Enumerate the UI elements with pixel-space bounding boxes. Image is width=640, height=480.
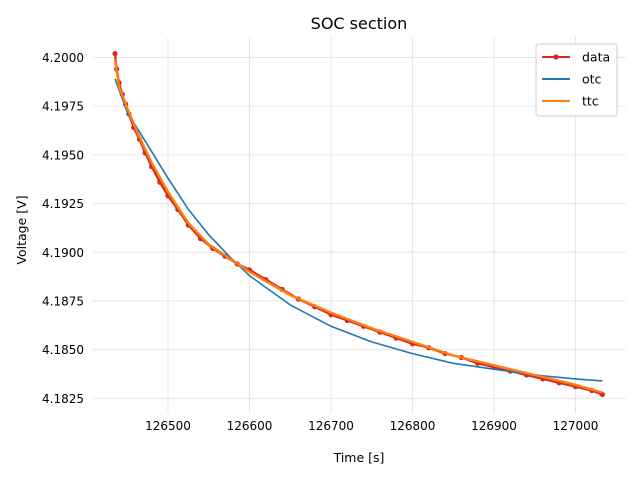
- series-ttc-line: [113, 59, 603, 394]
- x-tick-label: 126600: [227, 419, 273, 433]
- legend: data otc ttc: [535, 43, 618, 117]
- x-axis-label: Time [s]: [333, 450, 385, 465]
- x-tick-label: 126800: [390, 419, 436, 433]
- series-data-point: [112, 50, 118, 57]
- x-tick-label: 126700: [308, 419, 354, 433]
- axes: 126500 126600 126700 126800 126900 127000 4.18…: [42, 51, 598, 433]
- x-tick-label: 126900: [471, 419, 517, 433]
- chart-title: SOC section: [311, 14, 408, 33]
- y-tick-label: 4.1925: [42, 197, 84, 211]
- y-tick-label: 4.1850: [42, 343, 84, 357]
- x-tick-label: 127000: [553, 419, 599, 433]
- y-tick-label: 4.1975: [42, 100, 84, 114]
- y-tick-label: 4.1950: [42, 148, 84, 162]
- y-tick-label: 4.1875: [42, 294, 84, 308]
- legend-label-ttc: ttc: [582, 94, 599, 109]
- x-tick-label: 126500: [145, 419, 191, 433]
- series-otc-line: [114, 78, 603, 382]
- y-tick-label: 4.2000: [42, 51, 84, 65]
- y-tick-label: 4.1825: [42, 392, 84, 406]
- y-tick-label: 4.1900: [42, 246, 84, 260]
- legend-label-otc: otc: [582, 72, 602, 87]
- plot-area: [112, 50, 605, 398]
- legend-box: [535, 43, 618, 117]
- legend-label-data: data: [582, 50, 610, 65]
- y-axis-label: Voltage [V]: [14, 195, 29, 264]
- legend-marker-data: [553, 54, 559, 60]
